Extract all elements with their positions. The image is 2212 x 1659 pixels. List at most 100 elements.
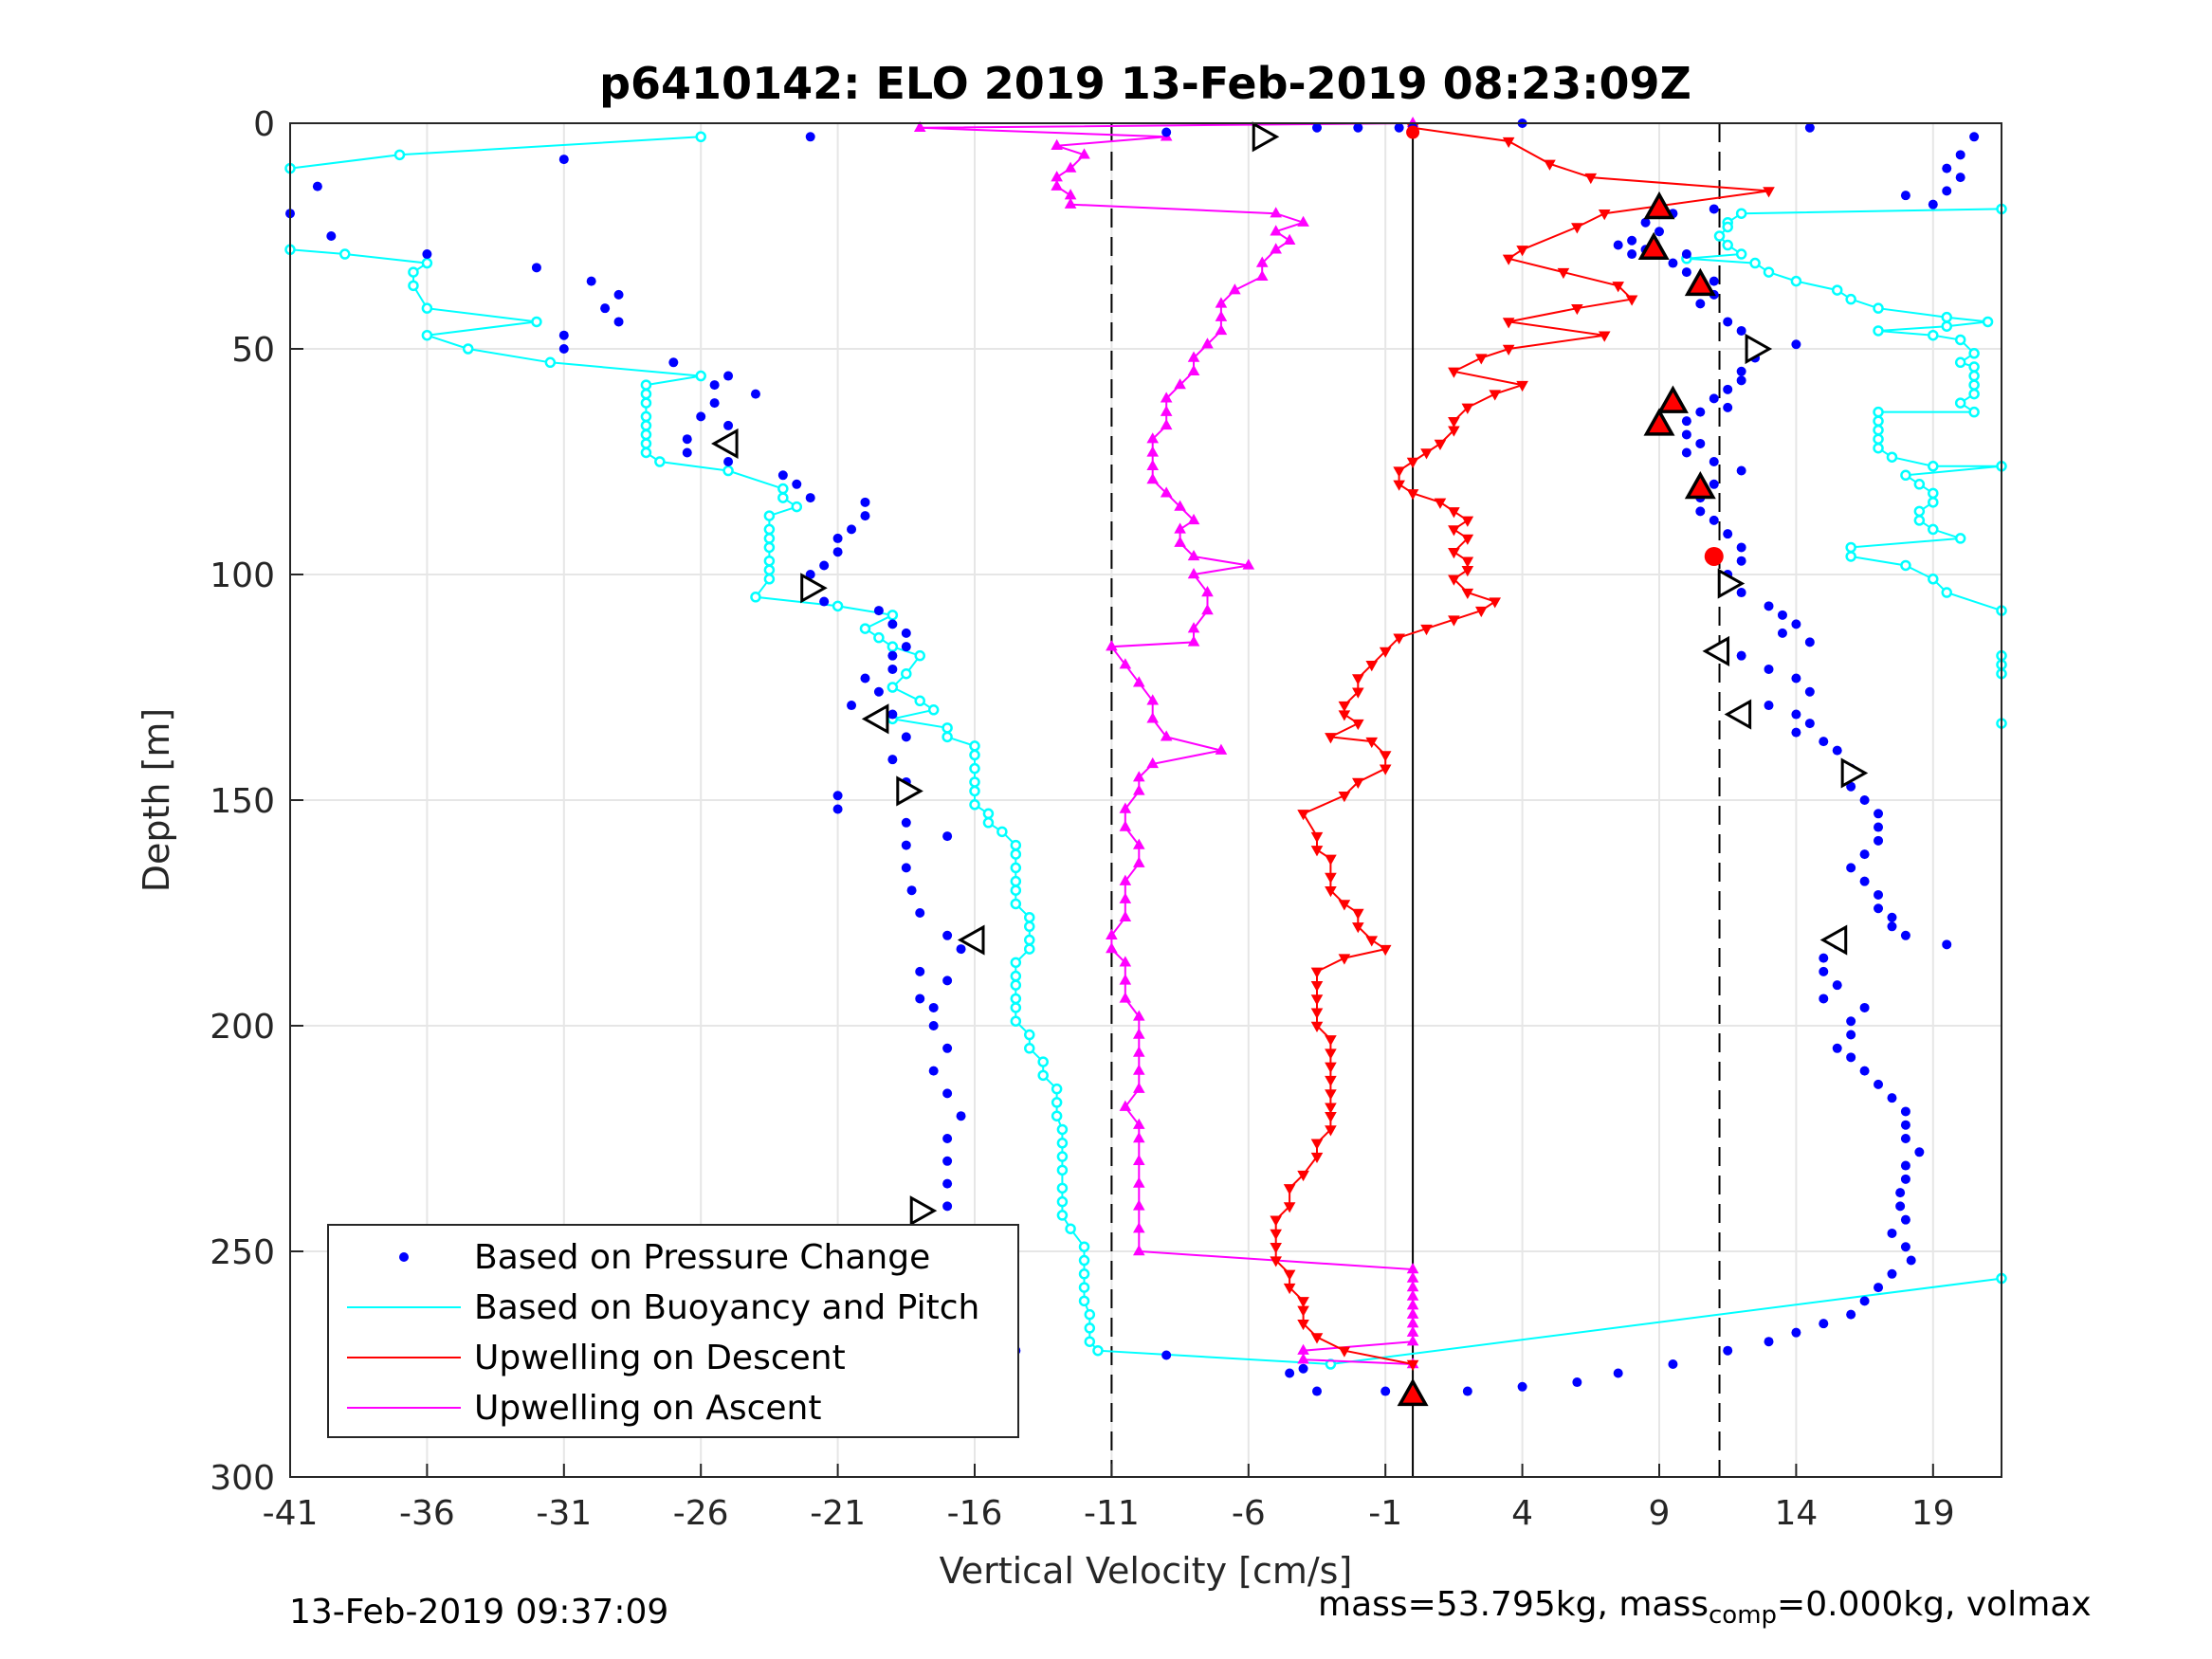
buoyancy-point [1056,1195,1069,1208]
pressure-point [326,231,337,241]
pressure-point [723,420,734,430]
filled-triangle-marker [1684,470,1716,500]
pressure-point [1846,781,1856,792]
descent-point [1448,367,1460,378]
pressure-point [832,791,843,801]
buoyancy-point [640,420,652,431]
legend-swatches [347,1252,461,1409]
ascent-point [1187,622,1200,633]
buoyancy-point [887,641,899,652]
buoyancy-point [1954,397,1966,409]
pressure-point [750,389,760,399]
buoyancy-point [777,483,789,495]
ascent-point [1242,558,1255,570]
buoyancy-point [1873,442,1884,454]
buoyancy-point [1010,1015,1022,1027]
ascent-point [1132,1132,1145,1143]
filled-triangle-marker [1684,267,1716,297]
ascent-point [1132,676,1145,687]
buoyancy-point [1722,239,1733,251]
buoyancy-point [1900,469,1911,482]
descent-point [1379,764,1392,775]
buoyancy-point [763,510,776,521]
buoyancy-point [1954,533,1966,544]
red-dot-marker [1704,546,1724,566]
pressure-point [1764,701,1774,711]
buoyancy-point [1763,266,1775,278]
filled-triangle-marker [1656,385,1689,413]
ascent-point [1132,1028,1145,1039]
descent-point [1448,416,1460,428]
buoyancy-point [859,623,871,634]
buoyancy-point [1024,912,1035,923]
pressure-point [1859,1296,1870,1306]
pressure-point [1846,1052,1856,1063]
buoyancy-point [722,465,734,477]
pressure-point [1709,276,1719,286]
pressure-point [1736,366,1746,376]
ascent-point [1132,1176,1145,1188]
legend: Based on Pressure Change Based on Buoyan… [327,1224,1019,1438]
ascent-point [1406,1325,1419,1337]
buoyancy-point [1873,424,1884,436]
x-tick-label: -26 [673,1494,729,1533]
y-axis-label: Depth [m] [136,708,177,893]
descent-point [1338,792,1351,803]
ascent-point [1187,635,1200,647]
open-triangle-marker [957,924,985,956]
ascent-point [1229,283,1241,295]
pressure-point [832,804,843,814]
pressure-point [1394,122,1404,133]
pressure-point [901,840,911,850]
buoyancy-point [1056,1164,1069,1176]
buoyancy-point [1928,329,1939,341]
ascent-point [1051,138,1063,150]
pressure-point [613,317,624,327]
ascent-point [1160,730,1173,741]
pressure-point [723,371,734,381]
buoyancy-point [1873,433,1884,445]
ascent-point [1406,1289,1419,1301]
buoyancy-point [832,600,844,612]
pressure-point [1832,980,1842,991]
pressure-point [1723,402,1733,412]
pressure-point [832,533,843,543]
buoyancy-point [1928,497,1939,508]
buoyancy-point [1749,257,1761,269]
pressure-point [1709,457,1719,466]
buoyancy-point [640,388,652,400]
ascent-point [1078,148,1090,159]
buoyancy-point [750,592,761,603]
descent-point [1406,457,1419,468]
buoyancy-point [1092,1344,1104,1357]
pressure-point [682,434,692,445]
buoyancy-point [1941,311,1952,323]
buoyancy-point [873,631,885,644]
mass-subscript: comp [1709,1601,1778,1631]
descent-point [1310,846,1324,857]
ascent-point [1160,418,1173,430]
pressure-point [1804,637,1815,647]
pressure-point [1777,610,1787,620]
buoyancy-point [996,826,1008,838]
buoyancy-point [1968,388,1980,400]
pressure-point [1804,719,1815,729]
x-tick-label: -16 [947,1494,1003,1533]
pressure-point [1736,375,1746,386]
descent-point [1365,661,1379,672]
pressure-point [1942,939,1952,950]
ascent-point [1201,586,1214,597]
descent-point [1338,900,1351,911]
pressure-point [956,1111,966,1121]
ascent-point [1132,856,1145,867]
pressure-point [1819,966,1829,976]
descent-point [1325,1035,1337,1047]
pressure-point [1736,325,1746,336]
descent-point [1612,282,1624,293]
buoyancy-point [1010,848,1022,860]
descent-point [1448,615,1460,627]
buoyancy-point [1078,1295,1090,1307]
ascent-point [1215,310,1228,321]
y-tick-label: 200 [210,1008,275,1047]
